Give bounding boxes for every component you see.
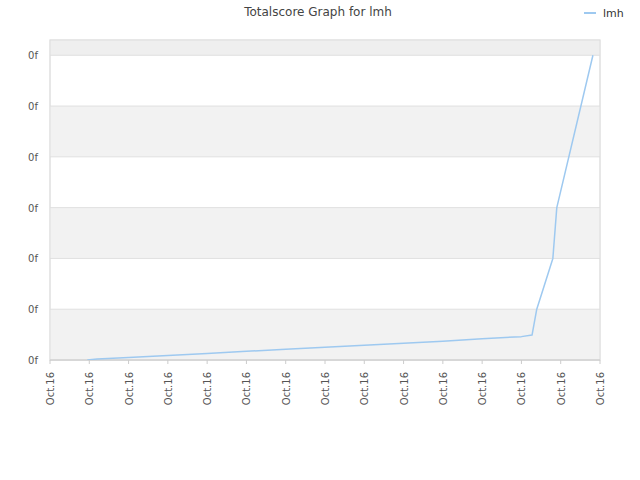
x-tick xyxy=(442,360,443,364)
x-tick-label: Oct.16 xyxy=(438,372,449,405)
y-tick-label: 0f xyxy=(28,203,38,214)
x-tick xyxy=(246,360,247,364)
x-tick xyxy=(207,360,208,364)
x-tick-label: Oct.16 xyxy=(84,372,95,405)
plot-area xyxy=(50,40,600,360)
y-tick-label: 0f xyxy=(28,50,38,61)
x-tick xyxy=(89,360,90,364)
x-tick xyxy=(560,360,561,364)
x-tick-label: Oct.16 xyxy=(595,372,606,405)
x-tick xyxy=(364,360,365,364)
x-tick-label: Oct.16 xyxy=(556,372,567,405)
y-tick-label: 0f xyxy=(28,101,38,112)
x-tick-label: Oct.16 xyxy=(320,372,331,405)
x-tick-label: Oct.16 xyxy=(45,372,56,405)
grid-band xyxy=(50,309,600,360)
grid-band xyxy=(50,208,600,259)
x-tick xyxy=(50,360,51,364)
grid-band xyxy=(50,106,600,157)
x-tick xyxy=(600,360,601,364)
x-tick xyxy=(285,360,286,364)
title: Totalscore Graph for lmh xyxy=(243,5,392,19)
x-tick-label: Oct.16 xyxy=(241,372,252,405)
y-tick-label: 0f xyxy=(28,304,38,315)
y-tick-label: 0f xyxy=(28,152,38,163)
x-tick-label: Oct.16 xyxy=(202,372,213,405)
grid-line xyxy=(50,106,600,107)
x-tick xyxy=(128,360,129,364)
x-tick xyxy=(482,360,483,364)
grid-line xyxy=(50,156,600,157)
x-tick-label: Oct.16 xyxy=(359,372,370,405)
grid-line xyxy=(50,207,600,208)
x-tick-label: Oct.16 xyxy=(281,372,292,405)
x-tick-label: Oct.16 xyxy=(124,372,135,405)
y-tick-label: 0f xyxy=(28,253,38,264)
grid-band xyxy=(50,40,600,55)
x-tick-label: Oct.16 xyxy=(399,372,410,405)
x-tick xyxy=(167,360,168,364)
x-tick-label: Oct.16 xyxy=(477,372,488,405)
grid-line xyxy=(50,55,600,56)
legend-label: lmh xyxy=(603,7,624,20)
x-tick xyxy=(521,360,522,364)
plot-frame xyxy=(50,40,600,360)
x-tick xyxy=(325,360,326,364)
grid-band xyxy=(50,40,600,55)
x-tick-label: Oct.16 xyxy=(516,372,527,405)
legend-swatch xyxy=(584,12,596,14)
grid-line xyxy=(50,309,600,310)
grid-line xyxy=(50,258,600,259)
chart: 0f 0f 0f 0f 0f 0f 0f Oct.16 Oct.16 Oct.16 Oct.16 Oc… xyxy=(0,0,640,480)
y-tick-label: 0f xyxy=(28,355,38,366)
x-tick-label: Oct.16 xyxy=(163,372,174,405)
x-tick xyxy=(403,360,404,364)
series-line xyxy=(87,55,593,360)
series-group xyxy=(87,55,593,360)
